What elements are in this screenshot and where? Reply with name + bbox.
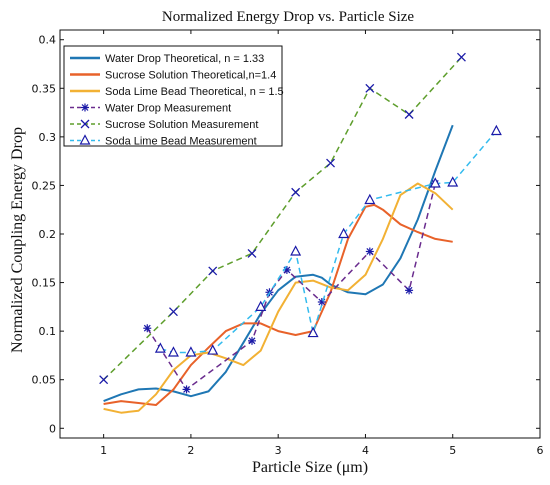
legend-item-sucrose-solution-measurement: Sucrose Solution Measurement — [70, 119, 258, 131]
sucrose-solution-measurement-point — [168, 307, 178, 317]
series-soda-lime-bead-measurement — [154, 124, 502, 357]
soda-lime-bead-measurement-point — [207, 344, 219, 355]
water-drop-measurement-point — [317, 298, 326, 306]
soda-lime-bead-measurement-point — [364, 193, 376, 205]
soda-lime-bead-measurement-point — [338, 227, 350, 239]
legend-label: Soda Lime Bead Theoretical, n = 1.5 — [105, 86, 284, 98]
y-tick-label: 0.35 — [32, 82, 57, 95]
series-water-drop-theoretical-n-1-33 — [103, 124, 454, 403]
legend-item-water-drop-measurement: Water Drop Measurement — [70, 103, 231, 115]
legend-items: Water Drop Theoretical, n = 1.33 Sucrose … — [70, 53, 284, 148]
soda-lime-bead-measurement-point — [255, 300, 267, 311]
soda-lime-bead-measurement-point — [490, 124, 502, 136]
y-axis-title: Normalized Coupling Energy Drop — [9, 127, 26, 353]
y-tick-label: 0.3 — [39, 131, 57, 144]
sucrose-solution-measurement-point — [99, 375, 109, 385]
x-tick-label: 4 — [362, 444, 369, 457]
water-drop-theoretical-n-1-33-line — [103, 124, 454, 403]
y-tick-label: 0.05 — [32, 374, 57, 387]
y-tick-label: 0.2 — [39, 228, 57, 241]
chart-title: Normalized Energy Drop vs. Particle Size — [162, 9, 414, 25]
series-soda-lime-bead-theoretical-n-1-5 — [103, 182, 454, 414]
x-tick-label: 3 — [275, 444, 282, 457]
legend-label: Sucrose Solution Theoretical,n=1.4 — [105, 70, 276, 82]
soda-lime-bead-measurement-point — [185, 346, 197, 357]
water-drop-measurement-point — [143, 324, 152, 333]
x-axis-title: Particle Size (μm) — [252, 459, 368, 476]
legend-marker — [81, 103, 89, 112]
sucrose-solution-measurement-point — [247, 248, 257, 258]
sucrose-solution-measurement-point — [404, 110, 414, 119]
legend: Water Drop Theoretical, n = 1.33 Sucrose … — [63, 45, 284, 148]
legend-label: Water Drop Theoretical, n = 1.33 — [105, 53, 264, 65]
y-tick-label: 0 — [49, 422, 56, 435]
soda-lime-bead-measurement-point — [429, 177, 441, 188]
water-drop-measurement-point — [248, 336, 256, 345]
legend-box — [63, 45, 283, 147]
legend-marker — [79, 134, 91, 145]
y-tick-label: 0.25 — [32, 179, 57, 192]
legend-item-sucrose-solution-theoretical-n-1-4: Sucrose Solution Theoretical,n=1.4 — [70, 70, 276, 82]
soda-lime-bead-measurement-point — [167, 346, 179, 357]
soda-lime-bead-measurement-point — [447, 176, 459, 187]
soda-lime-bead-measurement-point — [154, 342, 166, 353]
x-tick-label: 2 — [187, 444, 194, 457]
legend-item-soda-lime-bead-measurement: Soda Lime Bead Measurement — [70, 134, 257, 148]
soda-lime-bead-measurement-point — [290, 245, 302, 256]
y-tick-label: 0.4 — [39, 34, 57, 47]
soda-lime-bead-theoretical-n-1-5-line — [103, 182, 454, 414]
legend-item-soda-lime-bead-theoretical-n-1-5: Soda Lime Bead Theoretical, n = 1.5 — [70, 86, 284, 98]
water-drop-measurement-point — [405, 286, 414, 295]
sucrose-solution-measurement-point — [326, 158, 336, 168]
sucrose-solution-measurement-point — [208, 266, 218, 276]
plot-area: 1 2 3 4 5 6 0 0.05 0.1 0.15 0.2 0.25 0.3 0.35 0.4 — [32, 29, 544, 457]
x-tick-label: 5 — [449, 444, 456, 457]
x-tick-label: 6 — [537, 444, 544, 457]
legend-label: Soda Lime Bead Measurement — [105, 136, 257, 148]
x-axis: 1 2 3 4 5 6 — [100, 30, 544, 457]
sucrose-solution-measurement-point — [365, 83, 375, 93]
series-layer — [99, 52, 502, 414]
legend-label: Water Drop Measurement — [105, 103, 231, 115]
water-drop-measurement-point — [182, 385, 191, 394]
sucrose-solution-measurement-point — [456, 52, 466, 62]
legend-label: Sucrose Solution Measurement — [105, 119, 258, 131]
y-tick-label: 0.15 — [32, 277, 57, 290]
x-tick-label: 1 — [100, 444, 107, 457]
sucrose-solution-measurement-point — [291, 187, 301, 197]
y-tick-label: 0.1 — [39, 325, 57, 338]
water-drop-measurement-point — [365, 247, 374, 256]
y-axis: 0 0.05 0.1 0.15 0.2 0.25 0.3 0.35 0.4 — [32, 34, 540, 435]
legend-item-water-drop-theoretical-n-1-33: Water Drop Theoretical, n = 1.33 — [70, 53, 264, 65]
legend-marker — [80, 119, 90, 129]
soda-lime-bead-measurement-point — [307, 326, 319, 338]
series-sucrose-solution-measurement — [99, 52, 466, 385]
